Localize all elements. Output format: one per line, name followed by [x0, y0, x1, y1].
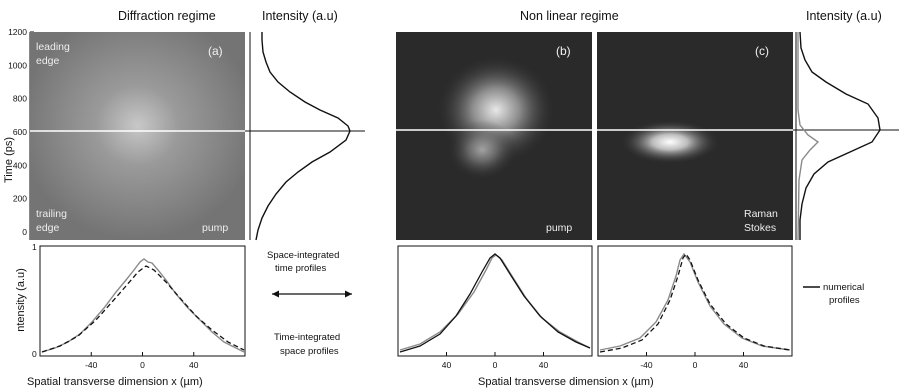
panel-c-tag: (c) [755, 44, 769, 58]
intensity-profile-a [245, 32, 365, 241]
num-profile-c [599, 252, 791, 353]
x-tick-label: 40 [739, 360, 749, 370]
intensity-profile-c [793, 31, 899, 241]
x-tick-label: 40 [539, 360, 549, 370]
double-arrow [272, 290, 352, 298]
nonlinear-regime-title: Non linear regime [520, 9, 619, 23]
legend: numerical profiles [803, 282, 864, 306]
space-profile-c: -40 0 40 [597, 245, 793, 370]
panel-a-image: (a) leading edge trailing edge pump [30, 32, 245, 240]
exp-profile-b [399, 254, 591, 351]
time-tick-label: 600 [13, 127, 27, 137]
space-axis-label-right: Spatial transverse dimension x (µm) [478, 376, 654, 388]
leading-label: leading [36, 41, 70, 53]
intensity-axis-label: ntensity (a.u) [15, 268, 27, 332]
pump-label-b: pump [546, 222, 572, 234]
num-profile-a [41, 265, 245, 353]
exp-profile-c [599, 252, 791, 351]
x-tick-label: 0 [140, 360, 145, 370]
space-integrated-label: Space-integrated [267, 250, 339, 261]
panel-b-image: (b) pump [396, 32, 592, 240]
time-integrated-label: Time-integrated [274, 332, 340, 343]
x-tick-label: -40 [640, 360, 653, 370]
num-profile-b [399, 253, 591, 353]
diffraction-regime-title: Diffraction regime [118, 9, 216, 23]
edge-label-bottom: edge [36, 222, 60, 234]
time-tick-label: 1000 [8, 60, 27, 70]
space-profile-b: 40 0 40 [397, 245, 593, 370]
time-axis-label: Time (ps) [3, 137, 15, 183]
time-profile-curve-c-exp [797, 32, 820, 241]
x-tick-label: 0 [493, 360, 498, 370]
space-profile-a: 1 0 ntensity (a.u) -40 0 40 [15, 242, 246, 370]
stokes-label: Stokes [744, 222, 776, 234]
intensity-title-a: Intensity (a.u) [262, 9, 338, 23]
intensity-title-c: Intensity (a.u) [806, 9, 882, 23]
time-tick-label: 0 [22, 227, 27, 237]
x-tick-label: 40 [442, 360, 452, 370]
panel-a-tag: (a) [208, 44, 223, 58]
time-profiles-label: time profiles [275, 263, 326, 274]
time-profile-curve-a [255, 32, 351, 241]
time-tick-label: 200 [13, 194, 27, 204]
time-axis: Time (ps) 1200 1000 800 600 400 200 0 [3, 27, 34, 240]
pump-label-a: pump [202, 222, 228, 234]
legend-profiles: profiles [829, 295, 860, 306]
panel-c-image: (c) Raman Stokes [597, 32, 793, 240]
intensity-tick-1: 1 [32, 242, 37, 252]
exp-profile-a [41, 258, 245, 353]
raman-label: Raman [744, 208, 778, 220]
edge-label-top: edge [36, 55, 60, 67]
panel-b-tag: (b) [556, 44, 571, 58]
intensity-tick-0: 0 [32, 349, 37, 359]
time-profile-curve-c-num [799, 31, 881, 240]
x-tick-label: -40 [85, 360, 98, 370]
time-tick-label: 1200 [8, 27, 27, 37]
time-tick-label: 800 [13, 94, 27, 104]
x-tick-label: 0 [693, 360, 698, 370]
space-profiles-label: space profiles [280, 346, 339, 357]
space-axis-label-left: Spatial transverse dimension x (µm) [27, 376, 203, 388]
trailing-label: trailing [36, 208, 67, 220]
time-tick-label: 400 [13, 160, 27, 170]
x-tick-label: 40 [189, 360, 199, 370]
legend-numerical: numerical [823, 282, 864, 293]
